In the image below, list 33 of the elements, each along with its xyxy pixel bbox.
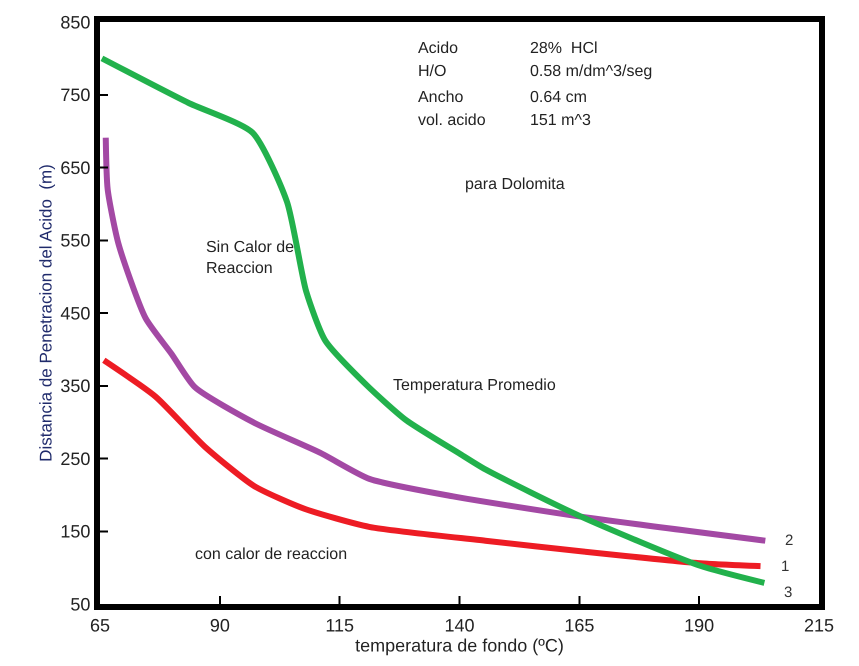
y-tick-label: 750 xyxy=(60,85,90,106)
x-tick-label: 190 xyxy=(684,616,714,636)
series-label: 1 xyxy=(781,558,790,575)
x-tick-label: 165 xyxy=(564,616,594,636)
annotation: vol. acido xyxy=(418,112,486,129)
x-tick-label: 215 xyxy=(804,616,834,636)
y-tick-label: 650 xyxy=(60,158,90,178)
y-tick-label: 250 xyxy=(60,448,90,469)
x-tick-label: 140 xyxy=(444,616,475,636)
annotation: 28% HCl xyxy=(530,40,598,57)
annotation: H/O xyxy=(418,63,446,80)
y-tick-label: 150 xyxy=(60,522,90,542)
x-tick-label: 90 xyxy=(210,616,230,636)
annotation: Sin Calor de Reaccion xyxy=(206,239,294,277)
x-tick-label: 65 xyxy=(90,616,110,636)
annotation: Acido xyxy=(418,40,458,57)
y-tick-label: 550 xyxy=(60,230,90,251)
annotation: Ancho xyxy=(418,89,464,106)
y-tick-label: 850 xyxy=(60,12,90,32)
y-tick-label: 50 xyxy=(70,594,90,614)
annotation: 0.58 m/dm^3/seg xyxy=(530,63,652,80)
annotation: con calor de reaccion xyxy=(195,546,348,563)
x-tick-label: 115 xyxy=(325,616,354,636)
y-tick-label: 350 xyxy=(60,376,90,396)
annotation: Temperatura Promedio xyxy=(393,377,556,394)
x-axis-title: temperatura de fondo (ºC) xyxy=(355,636,564,656)
series-label: 3 xyxy=(784,584,792,601)
y-axis-title: Distancia de Penetracion del Acido (m) xyxy=(36,164,56,462)
y-tick-label: 450 xyxy=(60,303,90,324)
annotation: 0.64 cm xyxy=(530,89,587,106)
annotation: 151 m^3 xyxy=(530,112,591,129)
annotation: para Dolomita xyxy=(465,176,565,193)
series-label: 2 xyxy=(785,532,794,549)
